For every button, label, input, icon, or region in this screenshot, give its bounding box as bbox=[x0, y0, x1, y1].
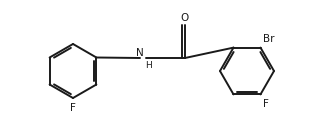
Text: H: H bbox=[146, 61, 152, 69]
Text: Br: Br bbox=[262, 34, 274, 44]
Text: N: N bbox=[136, 47, 144, 58]
Text: F: F bbox=[70, 103, 76, 113]
Text: O: O bbox=[181, 13, 189, 22]
Text: F: F bbox=[262, 99, 268, 109]
